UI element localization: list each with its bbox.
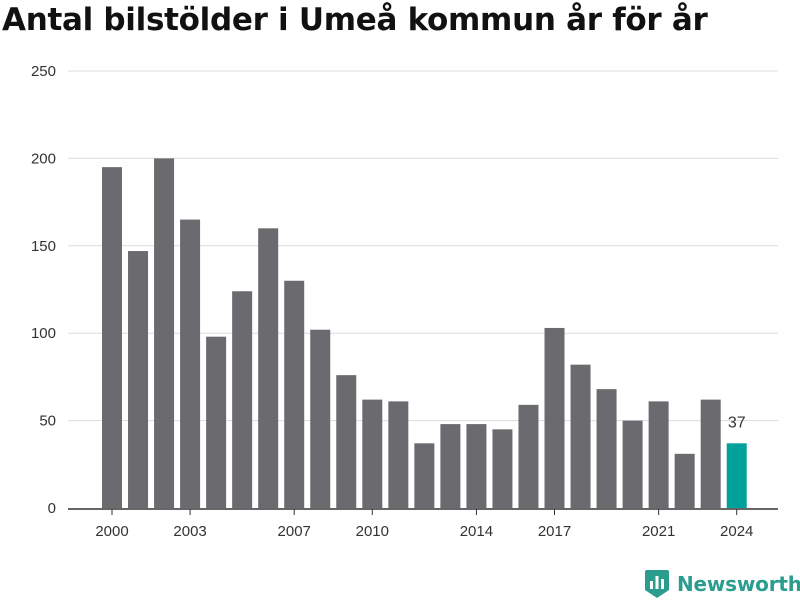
logo-text: Newsworthy — [677, 572, 800, 596]
x-tick-label: 2024 — [720, 523, 753, 540]
bar — [388, 401, 409, 508]
bar — [414, 443, 435, 508]
y-tick-label: 100 — [31, 325, 56, 342]
y-tick-label: 50 — [39, 413, 56, 430]
bar — [700, 399, 721, 508]
y-tick-label: 150 — [31, 238, 56, 255]
bar — [362, 399, 383, 508]
x-tick-label: 2010 — [356, 523, 389, 540]
bar — [102, 167, 122, 508]
data-label: 37 — [728, 414, 746, 431]
y-tick-label: 200 — [31, 150, 56, 167]
chart-title: Antal bilstölder i Umeå kommun år för år — [2, 2, 708, 38]
x-tick-label: 2003 — [173, 523, 206, 540]
bar — [492, 429, 513, 508]
bar — [674, 453, 695, 508]
bar — [232, 291, 253, 508]
bar — [518, 404, 539, 508]
bar — [544, 327, 565, 508]
bar — [440, 424, 461, 508]
bar — [284, 280, 305, 508]
bar — [466, 424, 487, 508]
bar — [336, 375, 357, 508]
x-tick-label: 2021 — [642, 523, 675, 540]
bar — [206, 336, 227, 508]
x-tick-label: 2007 — [278, 523, 311, 540]
bar — [622, 420, 643, 508]
bar — [180, 219, 201, 508]
bar — [310, 329, 331, 508]
bar — [154, 158, 175, 508]
newsworthy-logo: Newsworthy — [644, 569, 800, 599]
bar — [596, 389, 617, 508]
x-tick-label: 2000 — [95, 523, 128, 540]
x-tick-label: 2017 — [538, 523, 571, 540]
y-tick-label: 0 — [48, 500, 56, 517]
bar — [570, 364, 591, 508]
newsworthy-chart-icon — [645, 570, 669, 598]
highlight-bar — [726, 443, 747, 508]
bar — [128, 251, 149, 508]
x-tick-label: 2014 — [460, 523, 493, 540]
y-tick-label: 250 — [31, 63, 56, 80]
bar — [258, 228, 279, 508]
bar — [648, 401, 669, 508]
